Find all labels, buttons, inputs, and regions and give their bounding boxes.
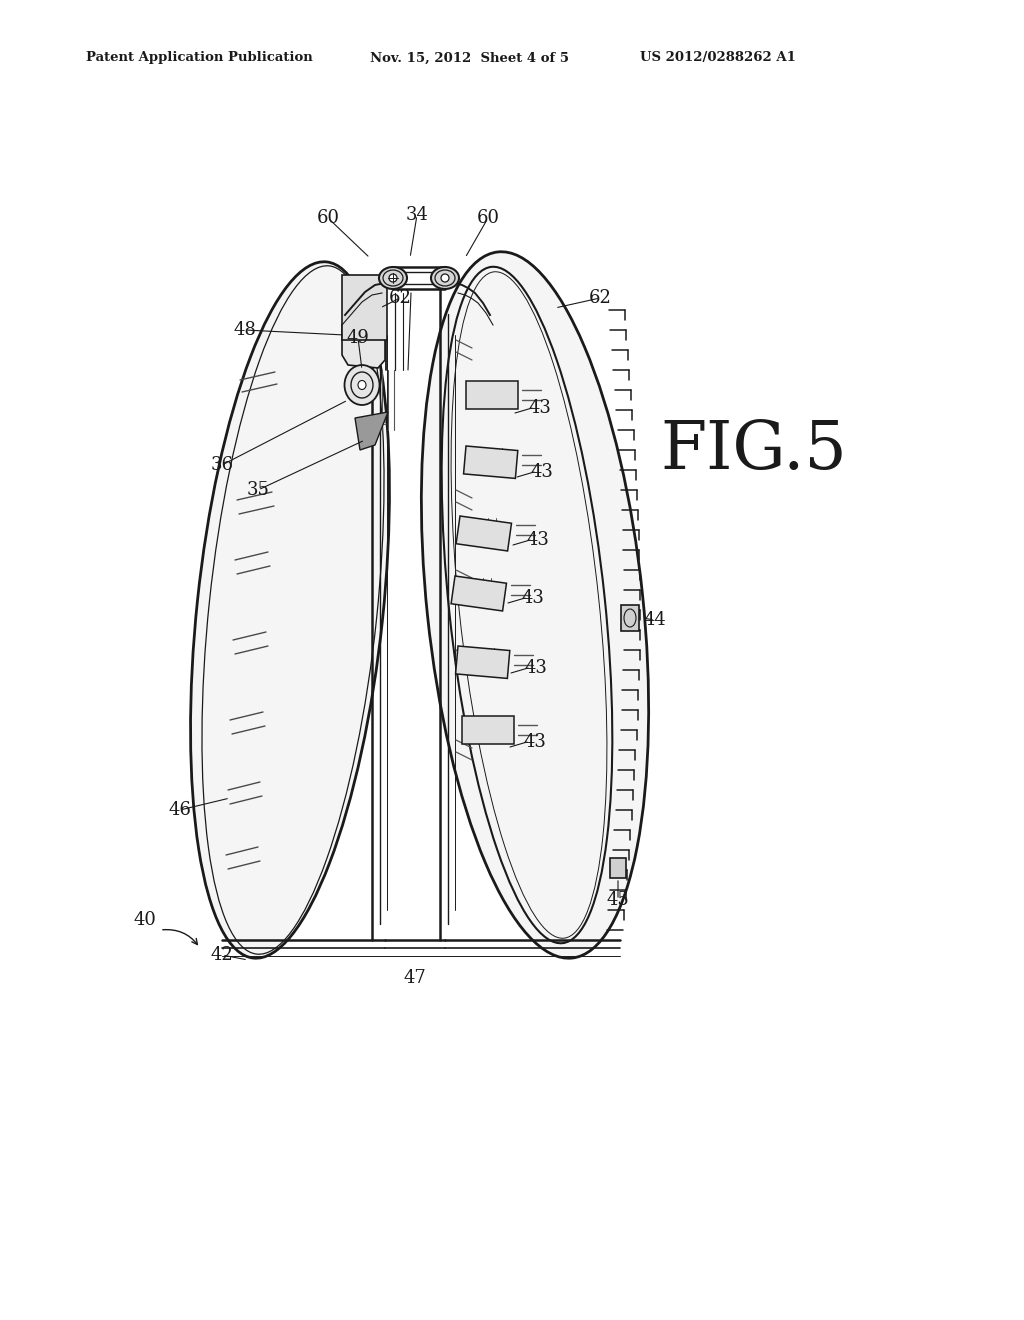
Text: FIG.5: FIG.5	[660, 417, 847, 483]
Ellipse shape	[344, 366, 380, 405]
Text: 60: 60	[476, 209, 500, 227]
Text: 43: 43	[526, 531, 550, 549]
Ellipse shape	[421, 252, 648, 958]
Text: 43: 43	[528, 399, 552, 417]
Ellipse shape	[441, 275, 449, 282]
Text: 46: 46	[169, 801, 191, 818]
Ellipse shape	[190, 261, 389, 958]
Bar	[342, 275, 387, 341]
Text: 43: 43	[523, 733, 547, 751]
Text: 60: 60	[316, 209, 340, 227]
Text: 35: 35	[247, 480, 269, 499]
Text: 34: 34	[406, 206, 428, 224]
Text: 42: 42	[211, 946, 233, 964]
Bar	[456, 516, 512, 550]
Text: 62: 62	[388, 289, 412, 308]
Text: Patent Application Publication: Patent Application Publication	[86, 51, 312, 65]
Text: US 2012/0288262 A1: US 2012/0288262 A1	[640, 51, 796, 65]
Text: 48: 48	[233, 321, 256, 339]
Bar	[621, 605, 639, 631]
Ellipse shape	[431, 267, 459, 289]
Ellipse shape	[379, 267, 407, 289]
Bar	[464, 446, 518, 478]
Text: 45: 45	[606, 891, 630, 909]
Bar	[456, 645, 510, 678]
Ellipse shape	[389, 275, 397, 282]
Bar	[462, 715, 514, 744]
Text: Nov. 15, 2012  Sheet 4 of 5: Nov. 15, 2012 Sheet 4 of 5	[370, 51, 569, 65]
Bar	[466, 381, 518, 409]
Text: 62: 62	[589, 289, 611, 308]
Text: 49: 49	[346, 329, 370, 347]
Ellipse shape	[358, 380, 366, 389]
Bar	[452, 576, 507, 611]
Text: 43: 43	[524, 659, 548, 677]
Text: 44: 44	[644, 611, 667, 630]
Polygon shape	[342, 310, 385, 368]
Text: 36: 36	[211, 455, 233, 474]
Text: 47: 47	[403, 969, 426, 987]
Text: 43: 43	[521, 589, 545, 607]
Text: 43: 43	[530, 463, 553, 480]
Text: 40: 40	[133, 911, 157, 929]
Bar	[610, 858, 626, 878]
Polygon shape	[355, 412, 388, 450]
